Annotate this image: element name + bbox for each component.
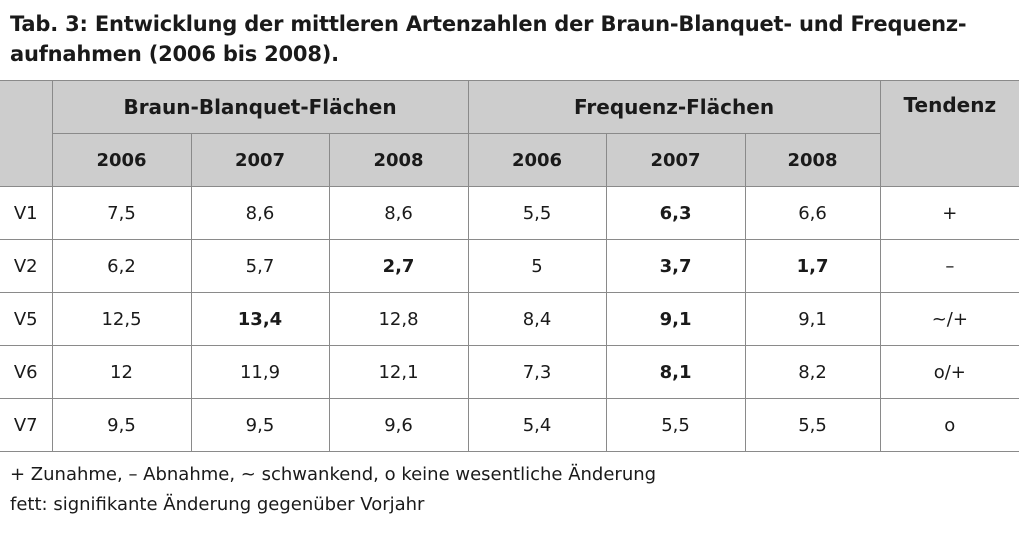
table-cell: 5,5 bbox=[744, 398, 881, 452]
header-row-groups: Braun-Blanquet-Flächen Frequenz-Flächen … bbox=[0, 80, 1020, 187]
row-label: V6 bbox=[0, 345, 53, 399]
table-cell: 9,6 bbox=[328, 398, 469, 452]
table-cell: 5 bbox=[467, 239, 607, 293]
header-frequenz: Frequenz-Flächen bbox=[467, 80, 881, 134]
table-cell-significant: 3,7 bbox=[605, 239, 746, 293]
row-label: V1 bbox=[0, 186, 53, 240]
header-tendenz: Tendenz bbox=[879, 80, 1020, 187]
table-cell: 8,6 bbox=[328, 186, 469, 240]
header-year: 2008 bbox=[328, 133, 469, 187]
table-cell: 5,7 bbox=[190, 239, 330, 293]
table-cell: 5,5 bbox=[605, 398, 746, 452]
table-cell: 12 bbox=[51, 345, 192, 399]
table-cell-significant: 6,3 bbox=[605, 186, 746, 240]
table-cell: 12,5 bbox=[51, 292, 192, 346]
table-cell-significant: 8,1 bbox=[605, 345, 746, 399]
row-label: V7 bbox=[0, 398, 53, 452]
table-cell: 9,1 bbox=[744, 292, 881, 346]
table-cell-significant: 9,1 bbox=[605, 292, 746, 346]
table-cell: 8,6 bbox=[190, 186, 330, 240]
table-row: V1 7,5 8,6 8,6 5,5 6,3 6,6 + bbox=[0, 186, 1020, 240]
table-cell: 6,6 bbox=[744, 186, 881, 240]
table-cell: 11,9 bbox=[190, 345, 330, 399]
tendenz-cell: – bbox=[879, 239, 1020, 293]
table-row: V6 12 11,9 12,1 7,3 8,1 8,2 o/+ bbox=[0, 345, 1020, 399]
row-label: V5 bbox=[0, 292, 53, 346]
tendenz-cell: o bbox=[879, 398, 1020, 452]
table-cell: 12,8 bbox=[328, 292, 469, 346]
table-cell: 9,5 bbox=[190, 398, 330, 452]
table-cell-significant: 1,7 bbox=[744, 239, 881, 293]
table-cell: 8,4 bbox=[467, 292, 607, 346]
header-corner-cell bbox=[0, 80, 53, 187]
table-cell: 5,4 bbox=[467, 398, 607, 452]
table-cell-significant: 13,4 bbox=[190, 292, 330, 346]
table-cell: 5,5 bbox=[467, 186, 607, 240]
table-title: Tab. 3: Entwicklung der mittleren Artenz… bbox=[10, 9, 1010, 69]
table-cell: 7,3 bbox=[467, 345, 607, 399]
tendenz-cell: ~/+ bbox=[879, 292, 1020, 346]
table-footnotes: + Zunahme, – Abnahme, ~ schwankend, o ke… bbox=[10, 460, 656, 520]
header-year: 2006 bbox=[467, 133, 607, 187]
header-year: 2008 bbox=[744, 133, 881, 187]
table-cell: 12,1 bbox=[328, 345, 469, 399]
table-cell: 7,5 bbox=[51, 186, 192, 240]
table-cell: 6,2 bbox=[51, 239, 192, 293]
species-count-table: Braun-Blanquet-Flächen Frequenz-Flächen … bbox=[0, 80, 1020, 452]
row-label: V2 bbox=[0, 239, 53, 293]
table-title-line-2: aufnahmen (2006 bis 2008). bbox=[10, 42, 339, 66]
header-year: 2006 bbox=[52, 133, 192, 187]
tendenz-cell: + bbox=[879, 186, 1020, 240]
legend-note: + Zunahme, – Abnahme, ~ schwankend, o ke… bbox=[10, 464, 657, 485]
table-title-line-1: Tab. 3: Entwicklung der mittleren Artenz… bbox=[10, 12, 967, 36]
table-row: V7 9,5 9,5 9,6 5,4 5,5 5,5 o bbox=[0, 398, 1020, 452]
table-row: V5 12,5 13,4 12,8 8,4 9,1 9,1 ~/+ bbox=[0, 292, 1020, 346]
header-row-years: 2006 2007 2008 2006 2007 2008 bbox=[0, 133, 1019, 187]
table-row: V2 6,2 5,7 2,7 5 3,7 1,7 – bbox=[0, 239, 1020, 293]
header-braun-blanquet: Braun-Blanquet-Flächen bbox=[51, 80, 469, 134]
header-year: 2007 bbox=[190, 133, 330, 187]
table-cell: 8,2 bbox=[744, 345, 881, 399]
significance-note: fett: signifikante Änderung gegenüber Vo… bbox=[10, 494, 425, 515]
header-year: 2007 bbox=[605, 133, 746, 187]
table-cell: 9,5 bbox=[51, 398, 192, 452]
table-cell-significant: 2,7 bbox=[328, 239, 469, 293]
tendenz-cell: o/+ bbox=[879, 345, 1020, 399]
